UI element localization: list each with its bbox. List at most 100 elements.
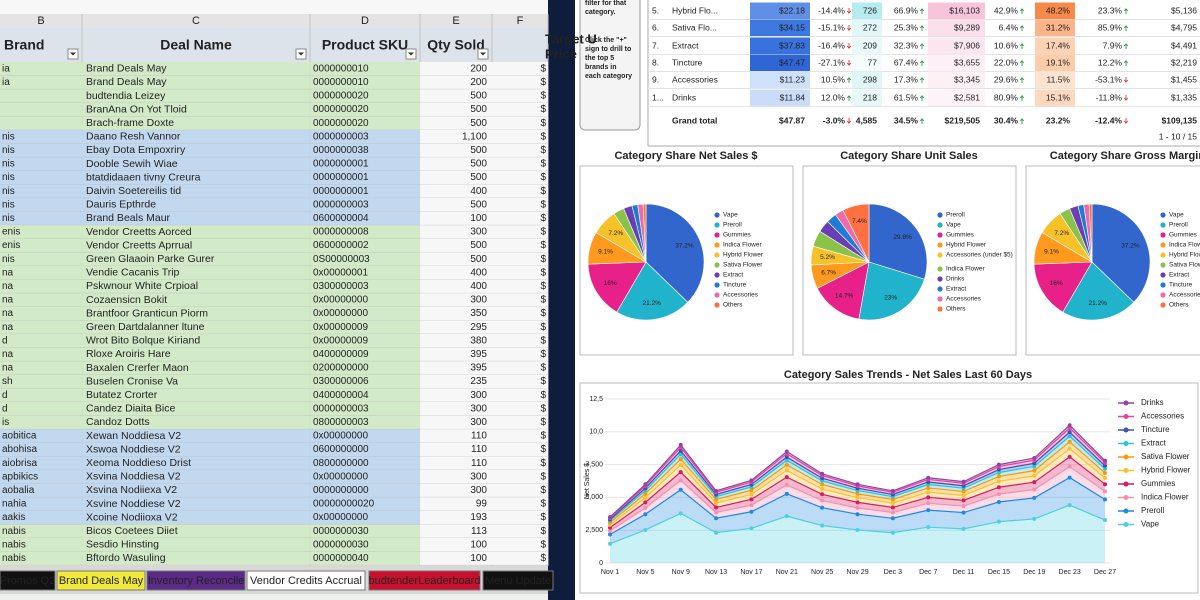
sku-cell: 0000000020 bbox=[313, 118, 369, 129]
data-point bbox=[678, 487, 683, 492]
slice-label: 5.2% bbox=[820, 254, 835, 261]
down-arrow bbox=[1123, 118, 1129, 124]
filter-arrow bbox=[480, 52, 486, 56]
heat-cell bbox=[928, 19, 985, 37]
sku-cell: 0800000003 bbox=[313, 417, 369, 428]
up-arrow bbox=[919, 25, 925, 31]
legend-label: Vape bbox=[723, 212, 738, 219]
legend-label: Sativa Flower bbox=[1141, 452, 1190, 461]
sku-cell: 0600000002 bbox=[313, 240, 369, 251]
row-fill bbox=[0, 157, 420, 171]
column-header: Deal Name bbox=[160, 37, 232, 53]
x-tick-label: Nov 25 bbox=[811, 569, 833, 576]
legend-label: Sativa Flower bbox=[723, 262, 763, 269]
slice-label: 9.1% bbox=[1044, 248, 1059, 255]
row-fill bbox=[0, 198, 420, 212]
row-fill bbox=[0, 361, 420, 375]
legend-dot bbox=[1123, 481, 1129, 487]
divider bbox=[548, 0, 575, 600]
value-cell: $1,455 bbox=[1171, 74, 1197, 84]
data-point bbox=[855, 527, 860, 532]
legend-swatch bbox=[714, 212, 720, 218]
legend-label: Gummies bbox=[946, 232, 975, 239]
sku-cell: 0300000003 bbox=[313, 281, 369, 292]
data-point bbox=[749, 509, 754, 514]
filter-arrow bbox=[70, 52, 76, 56]
deal-name-cell: Cozaensicn Bokit bbox=[86, 294, 167, 306]
legend-dot bbox=[1123, 400, 1129, 406]
qty-cell: 193 bbox=[470, 512, 487, 523]
brand-cell: nabis bbox=[2, 553, 26, 564]
sheet-tab[interactable] bbox=[146, 570, 246, 591]
row-fill bbox=[420, 211, 548, 226]
data-point bbox=[1103, 482, 1107, 487]
sheet-tab[interactable] bbox=[368, 570, 481, 591]
data-point bbox=[961, 498, 966, 503]
legend-swatch bbox=[937, 286, 943, 292]
qty-cell: 380 bbox=[470, 335, 487, 346]
row-fill bbox=[420, 347, 548, 362]
price-cell: $ bbox=[540, 118, 546, 129]
row-fill bbox=[0, 442, 420, 457]
legend-swatch bbox=[1160, 212, 1166, 218]
value-cell: 32.3% bbox=[894, 40, 919, 50]
row-fill bbox=[0, 170, 420, 185]
brand-cell: nis bbox=[2, 254, 15, 265]
price-cell: $ bbox=[540, 104, 546, 115]
up-arrow bbox=[846, 95, 852, 101]
deal-name-cell: Green Glaaoin Parke Gurer bbox=[86, 253, 215, 265]
data-point bbox=[855, 491, 860, 496]
row-fill bbox=[0, 89, 420, 103]
row-fill bbox=[0, 62, 420, 76]
sku-cell: 0000000040 bbox=[313, 553, 369, 564]
slice-label: 23% bbox=[884, 294, 897, 301]
sku-cell: 0000000003 bbox=[313, 199, 369, 210]
qty-cell: 500 bbox=[470, 104, 487, 115]
sheet-tab[interactable] bbox=[482, 570, 554, 591]
legend-label: Sativa Flower bbox=[1169, 262, 1200, 269]
slice-label: 37.2% bbox=[675, 242, 694, 249]
column-header: Brand bbox=[4, 37, 44, 53]
sku-cell: 0000000020 bbox=[313, 104, 369, 115]
heat-cell bbox=[1035, 89, 1075, 107]
row-fill bbox=[420, 470, 548, 484]
value-cell: 85.9% bbox=[1098, 22, 1123, 32]
legend-swatch bbox=[1160, 272, 1166, 278]
up-arrow bbox=[1019, 25, 1025, 31]
row-fill bbox=[0, 116, 420, 130]
qty-cell: 500 bbox=[470, 145, 487, 156]
data-point bbox=[961, 489, 966, 494]
sheet-tab[interactable] bbox=[0, 570, 56, 591]
data-point bbox=[1032, 468, 1037, 473]
sku-cell: 0800000000 bbox=[313, 458, 369, 469]
up-arrow bbox=[919, 8, 925, 14]
row-fill bbox=[420, 238, 548, 253]
sku-cell: 0000000030 bbox=[313, 539, 369, 550]
x-tick-label: Nov 29 bbox=[846, 569, 868, 576]
value-cell: $11.23 bbox=[780, 74, 806, 84]
deal-name-cell: Vendor Creetts Aorced bbox=[86, 226, 192, 238]
data-point bbox=[926, 490, 931, 495]
total-cell: 30.4% bbox=[994, 115, 1019, 125]
data-point bbox=[820, 505, 825, 510]
value-cell: -16.4% bbox=[818, 40, 845, 50]
legend-label: Preroll bbox=[1169, 222, 1188, 229]
data-point bbox=[608, 528, 612, 533]
legend-label: Indica Flower bbox=[723, 242, 762, 249]
row-fill bbox=[0, 75, 420, 90]
value-cell: 66.9% bbox=[894, 5, 919, 15]
sheet-tab[interactable] bbox=[246, 570, 366, 591]
price-cell: $ bbox=[540, 159, 546, 170]
qty-cell: 500 bbox=[470, 91, 487, 102]
sheet-tab[interactable] bbox=[56, 570, 146, 591]
column-header: Qty Sold bbox=[427, 37, 485, 53]
deal-name-cell: Green Dartdalanner ltune bbox=[86, 321, 205, 333]
qty-cell: 113 bbox=[471, 526, 487, 537]
legend-swatch bbox=[937, 266, 943, 272]
x-tick-label: Dec 27 bbox=[1094, 569, 1116, 576]
sku-cell: 0400000004 bbox=[313, 390, 369, 401]
up-arrow bbox=[1019, 60, 1025, 66]
value-cell: 80.9% bbox=[994, 92, 1019, 102]
down-arrow bbox=[846, 25, 852, 31]
price-cell: $ bbox=[540, 308, 546, 319]
